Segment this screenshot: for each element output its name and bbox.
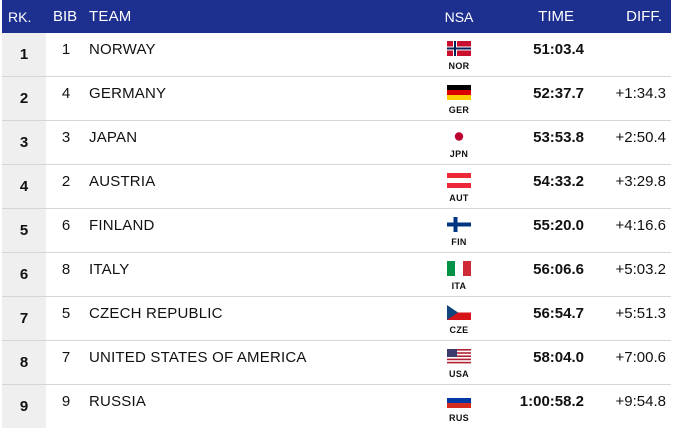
- rank-cell: 3: [2, 121, 46, 164]
- rank-cell: 5: [2, 209, 46, 252]
- bib-cell: 9: [61, 393, 71, 410]
- time-cell: 56:06.6: [533, 261, 584, 278]
- nsa-cell: JPN: [434, 126, 484, 159]
- time-cell: 58:04.0: [533, 349, 584, 366]
- col-header-time[interactable]: TIME: [538, 8, 574, 25]
- nsa-code: FIN: [451, 237, 467, 247]
- nsa-cell: ITA: [434, 258, 484, 291]
- czech-flag-icon: [447, 305, 471, 320]
- table-row[interactable]: 7 5 CZECH REPUBLIC CZE 56:54.7 +5:51.3: [2, 297, 671, 341]
- table-row[interactable]: 1 1 NORWAY NOR 51:03.4: [2, 33, 671, 77]
- team-name[interactable]: AUSTRIA: [89, 173, 156, 190]
- bib-cell: 7: [61, 349, 71, 366]
- team-name[interactable]: FINLAND: [89, 217, 155, 234]
- time-cell: 53:53.8: [533, 129, 584, 146]
- team-name[interactable]: CZECH REPUBLIC: [89, 305, 223, 322]
- germany-flag-icon: [447, 85, 471, 100]
- col-header-rank[interactable]: RK.: [8, 8, 32, 25]
- table-row[interactable]: 2 4 GERMANY GER 52:37.7 +1:34.3: [2, 77, 671, 121]
- table-row[interactable]: 6 8 ITALY ITA 56:06.6 +5:03.2: [2, 253, 671, 297]
- diff-cell: +2:50.4: [615, 129, 666, 146]
- rank-cell: 6: [2, 253, 46, 296]
- team-name[interactable]: GERMANY: [89, 85, 167, 102]
- rank-cell: 9: [2, 385, 46, 428]
- nsa-code: ITA: [451, 281, 467, 291]
- rank-cell: 2: [2, 77, 46, 120]
- table-row[interactable]: 4 2 AUSTRIA AUT 54:33.2 +3:29.8: [2, 165, 671, 209]
- diff-cell: +7:00.6: [615, 349, 666, 366]
- diff-cell: +5:03.2: [615, 261, 666, 278]
- time-cell: 1:00:58.2: [519, 393, 584, 410]
- italy-flag-icon: [447, 261, 471, 276]
- bib-cell: 3: [61, 129, 71, 146]
- bib-cell: 8: [61, 261, 71, 278]
- bib-cell: 2: [61, 173, 71, 190]
- team-name[interactable]: UNITED STATES OF AMERICA: [89, 349, 307, 366]
- nsa-cell: AUT: [434, 170, 484, 203]
- finland-flag-icon: [447, 217, 471, 232]
- col-header-team[interactable]: TEAM: [89, 8, 132, 25]
- nsa-cell: NOR: [434, 38, 484, 71]
- rank-cell: 4: [2, 165, 46, 208]
- nsa-code: CZE: [449, 325, 469, 335]
- norway-flag-icon: [447, 41, 471, 56]
- table-row[interactable]: 3 3 JAPAN JPN 53:53.8 +2:50.4: [2, 121, 671, 165]
- bib-cell: 6: [61, 217, 71, 234]
- diff-cell: +3:29.8: [615, 173, 666, 190]
- team-name[interactable]: RUSSIA: [89, 393, 147, 410]
- table-row[interactable]: 8 7 UNITED STATES OF AMERICA USA 58:04.0…: [2, 341, 671, 385]
- team-name[interactable]: JAPAN: [89, 129, 138, 146]
- col-header-diff[interactable]: DIFF.: [626, 8, 662, 25]
- table-header: RK. BIB TEAM NSA TIME DIFF.: [2, 0, 671, 33]
- time-cell: 54:33.2: [533, 173, 584, 190]
- nsa-cell: CZE: [434, 302, 484, 335]
- rank-cell: 7: [2, 297, 46, 340]
- diff-cell: +5:51.3: [615, 305, 666, 322]
- time-cell: 52:37.7: [533, 85, 584, 102]
- rank-cell: 1: [2, 33, 46, 76]
- bib-cell: 4: [61, 85, 71, 102]
- nsa-code: NOR: [448, 61, 470, 71]
- bib-cell: 5: [61, 305, 71, 322]
- diff-cell: +4:16.6: [615, 217, 666, 234]
- table-row[interactable]: 5 6 FINLAND FIN 55:20.0 +4:16.6: [2, 209, 671, 253]
- japan-flag-icon: [447, 129, 471, 144]
- nsa-cell: USA: [434, 346, 484, 379]
- bib-cell: 1: [61, 41, 71, 58]
- rank-cell: 8: [2, 341, 46, 384]
- diff-cell: +1:34.3: [615, 85, 666, 102]
- team-name[interactable]: NORWAY: [89, 41, 156, 58]
- nsa-code: AUT: [449, 193, 469, 203]
- nsa-cell: GER: [434, 82, 484, 115]
- nsa-cell: RUS: [434, 390, 484, 423]
- time-cell: 56:54.7: [533, 305, 584, 322]
- nsa-code: GER: [448, 105, 470, 115]
- time-cell: 51:03.4: [533, 41, 584, 58]
- russia-flag-icon: [447, 393, 471, 408]
- table-row[interactable]: 9 9 RUSSIA RUS 1:00:58.2 +9:54.8: [2, 385, 671, 428]
- nsa-cell: FIN: [434, 214, 484, 247]
- col-header-bib[interactable]: BIB: [53, 8, 78, 25]
- usa-flag-icon: [447, 349, 471, 364]
- nsa-code: USA: [449, 369, 469, 379]
- austria-flag-icon: [447, 173, 471, 188]
- nsa-code: JPN: [449, 149, 469, 159]
- time-cell: 55:20.0: [533, 217, 584, 234]
- diff-cell: +9:54.8: [615, 393, 666, 410]
- team-name[interactable]: ITALY: [89, 261, 130, 278]
- nsa-code: RUS: [449, 413, 469, 423]
- col-header-nsa[interactable]: NSA: [444, 8, 474, 25]
